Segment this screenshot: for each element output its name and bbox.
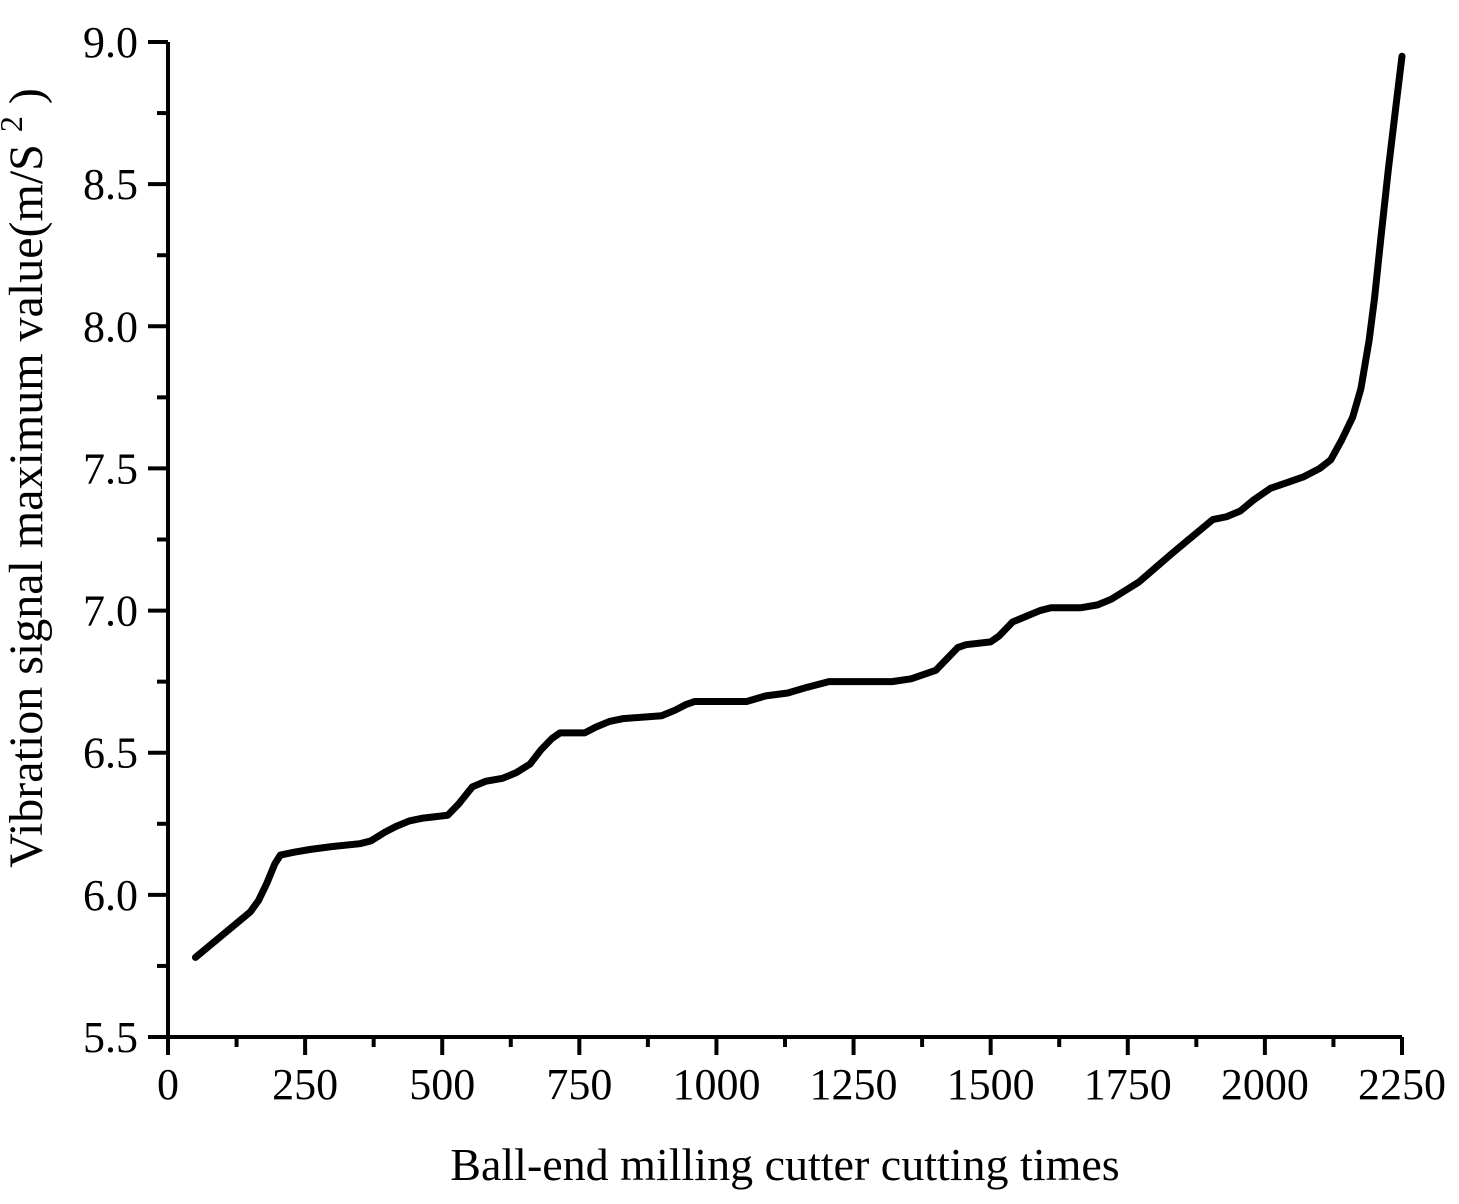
y-tick-label: 6.5 xyxy=(83,729,138,778)
x-tick-label: 250 xyxy=(272,1060,338,1109)
x-tick-label: 0 xyxy=(157,1060,179,1109)
y-axis-title: Vibration signal maximum value(m/S 2 ) xyxy=(0,88,53,868)
y-axis-title-close-paren: ) xyxy=(0,88,53,104)
x-tick-label: 1750 xyxy=(1084,1060,1172,1109)
y-tick-label: 8.5 xyxy=(83,160,138,209)
y-tick-label: 5.5 xyxy=(83,1013,138,1062)
y-tick-label: 8.0 xyxy=(83,302,138,351)
y-axis-title-superscript: 2 xyxy=(0,116,29,132)
y-axis-title-text: Vibration signal maximum value(m/S xyxy=(0,144,53,868)
x-tick-label: 1000 xyxy=(672,1060,760,1109)
vibration-signal-curve xyxy=(191,52,1406,961)
y-tick-label: 6.0 xyxy=(83,871,138,920)
x-axis-title: Ball-end milling cutter cutting times xyxy=(450,1139,1119,1190)
y-tick-label: 9.0 xyxy=(83,18,138,67)
x-tick-label: 750 xyxy=(546,1060,612,1109)
axes-layer: 0 250 500 750 1000 1250 1500 1750 2000 2250 5.5 6.0… xyxy=(83,18,1446,1109)
x-tick-label: 1500 xyxy=(947,1060,1035,1109)
x-tick-label: 1250 xyxy=(810,1060,898,1109)
y-tick-label: 7.5 xyxy=(83,444,138,493)
x-tick-label: 500 xyxy=(409,1060,475,1109)
x-tick-label: 2250 xyxy=(1358,1060,1446,1109)
series-layer xyxy=(191,52,1406,961)
y-tick-label: 7.0 xyxy=(83,587,138,636)
x-tick-label: 2000 xyxy=(1221,1060,1309,1109)
